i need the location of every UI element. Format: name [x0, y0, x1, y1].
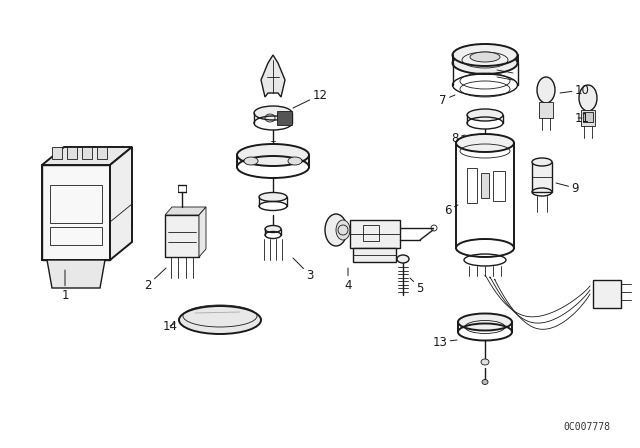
Ellipse shape [244, 157, 258, 165]
Text: 0C007778: 0C007778 [563, 422, 610, 432]
Polygon shape [165, 207, 206, 215]
Text: 7: 7 [439, 94, 455, 107]
Bar [50, 227, 102, 245]
Bar [97, 147, 107, 159]
Bar [363, 225, 379, 241]
Bar [581, 110, 595, 126]
Text: 13: 13 [433, 336, 457, 349]
Text: 4: 4 [344, 268, 352, 292]
Bar [50, 185, 102, 223]
Ellipse shape [336, 220, 350, 240]
Ellipse shape [532, 158, 552, 166]
Bar [42, 165, 110, 260]
Polygon shape [42, 165, 110, 260]
Ellipse shape [579, 85, 597, 111]
Text: 6: 6 [444, 203, 458, 216]
Ellipse shape [179, 306, 261, 334]
Ellipse shape [470, 52, 500, 62]
Text: 12: 12 [293, 89, 328, 108]
Text: 14: 14 [163, 319, 177, 332]
Text: 3: 3 [293, 258, 314, 281]
Bar [52, 147, 62, 159]
Bar [539, 102, 553, 118]
Bar [82, 147, 92, 159]
Ellipse shape [325, 214, 347, 246]
Text: 10: 10 [560, 83, 589, 96]
Text: 11: 11 [575, 112, 589, 125]
Bar [165, 215, 199, 257]
Bar [350, 220, 400, 248]
Ellipse shape [537, 77, 555, 103]
Polygon shape [199, 207, 206, 257]
Polygon shape [277, 111, 292, 125]
Text: 2: 2 [144, 268, 166, 292]
Ellipse shape [452, 52, 518, 74]
Polygon shape [261, 55, 285, 97]
Bar [583, 112, 593, 122]
Bar [532, 162, 552, 192]
Ellipse shape [452, 44, 518, 66]
Ellipse shape [265, 225, 281, 233]
Polygon shape [42, 147, 132, 165]
Ellipse shape [458, 314, 512, 331]
Text: 8: 8 [451, 132, 465, 145]
Polygon shape [110, 147, 132, 260]
Ellipse shape [467, 109, 503, 121]
Ellipse shape [397, 255, 409, 263]
Ellipse shape [482, 135, 488, 139]
Ellipse shape [456, 134, 514, 152]
Ellipse shape [482, 379, 488, 384]
Bar [493, 171, 505, 201]
Ellipse shape [481, 359, 489, 365]
Bar [481, 173, 489, 198]
Ellipse shape [259, 193, 287, 202]
Text: 1: 1 [61, 270, 68, 302]
Polygon shape [47, 260, 105, 288]
Bar [67, 147, 77, 159]
Bar [467, 168, 477, 203]
Text: 9: 9 [556, 181, 579, 194]
Polygon shape [353, 248, 396, 262]
Ellipse shape [237, 144, 309, 166]
Ellipse shape [288, 157, 302, 165]
Text: 5: 5 [410, 278, 424, 294]
Ellipse shape [254, 106, 292, 120]
Bar [593, 280, 621, 308]
